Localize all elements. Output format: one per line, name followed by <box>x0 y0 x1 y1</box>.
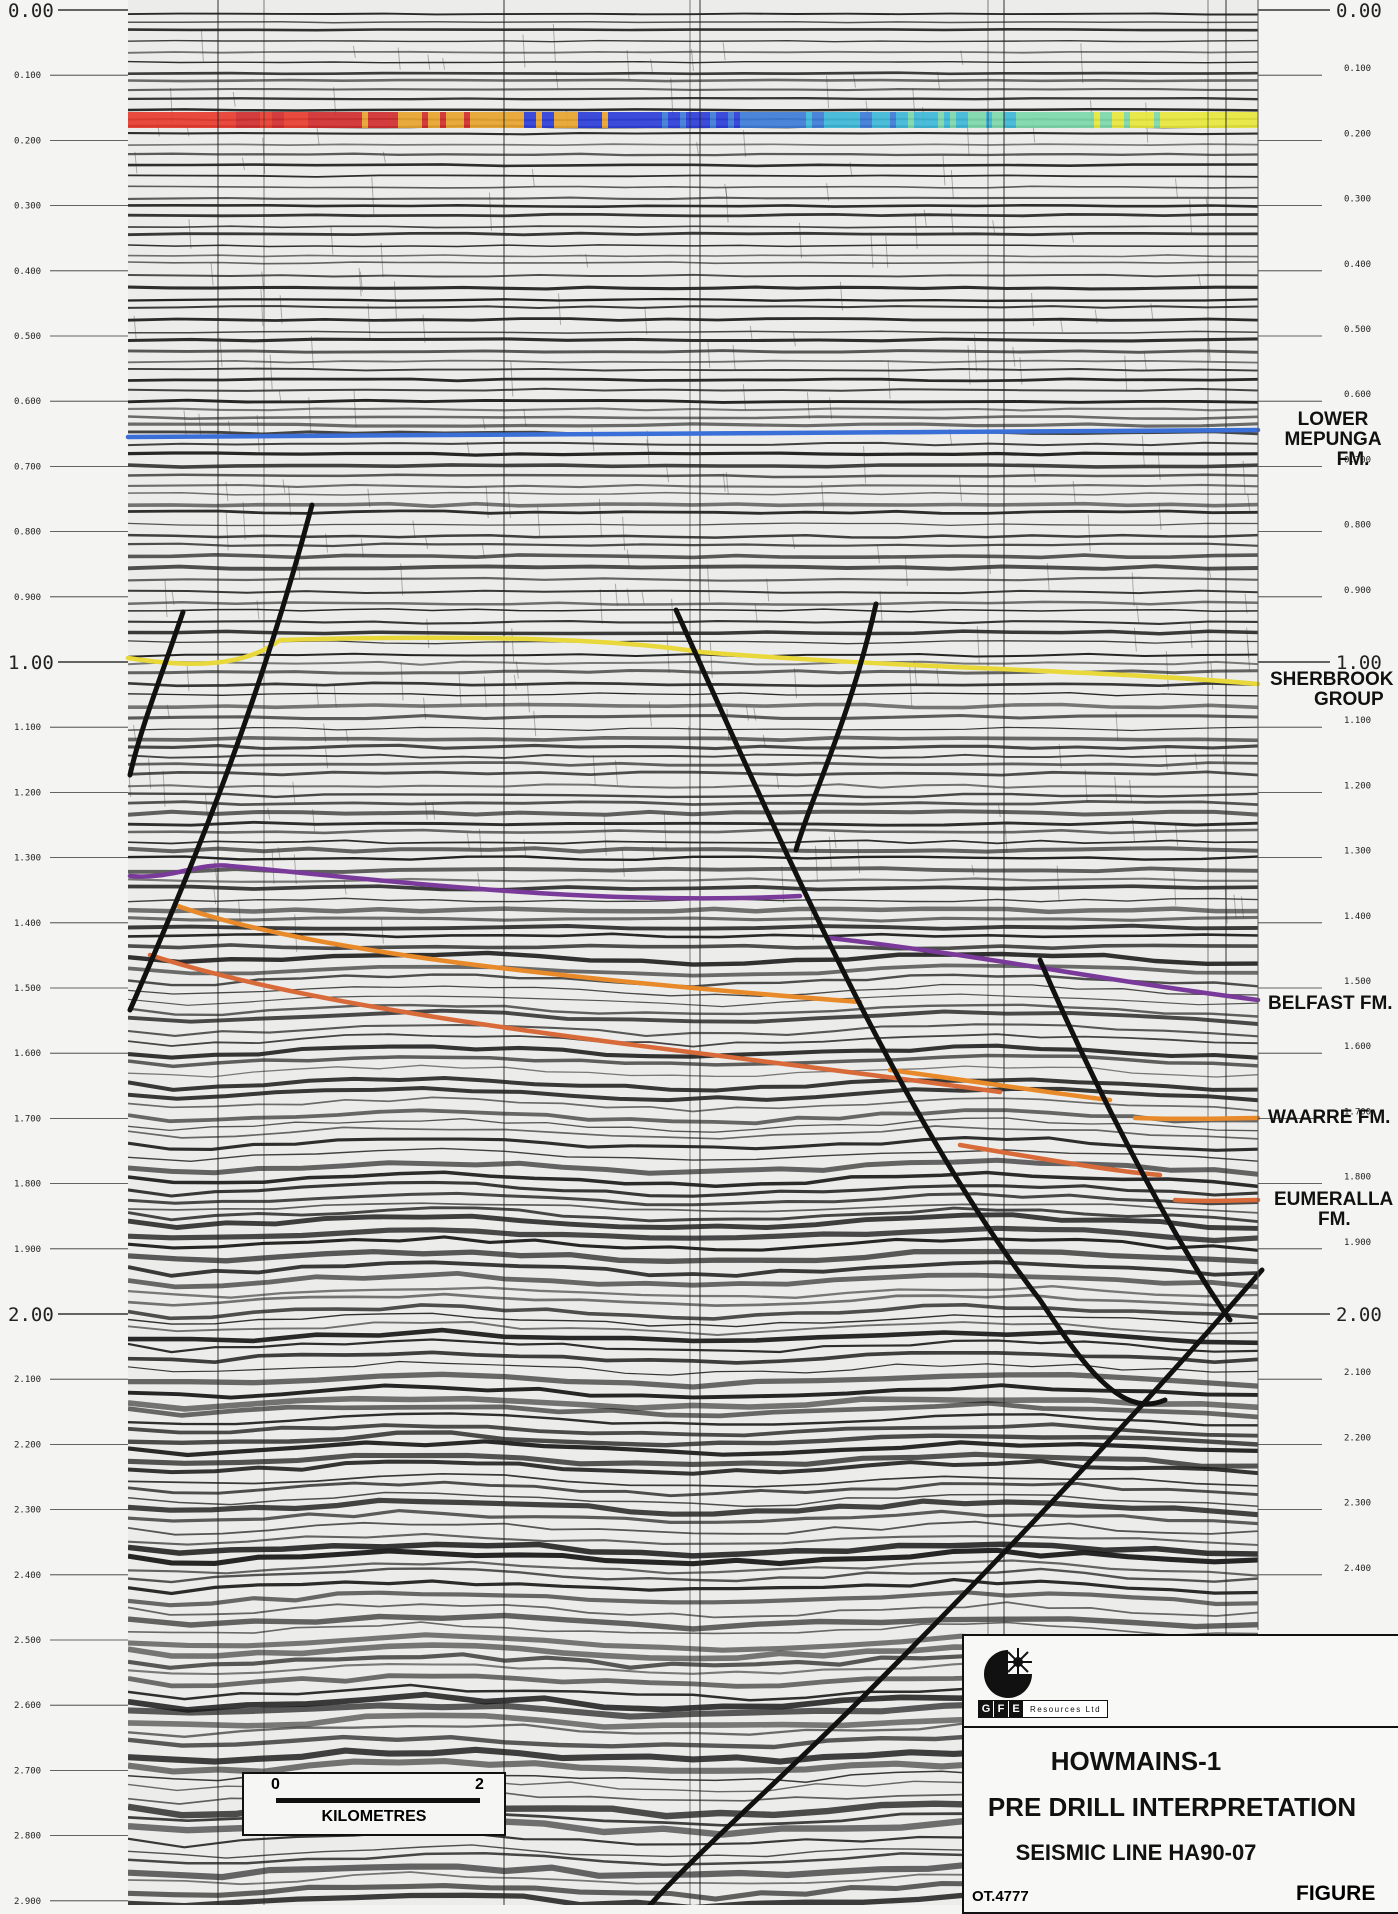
scale-start-label: 0 <box>271 1776 280 1793</box>
reference-code: OT.4777 <box>972 1888 1029 1905</box>
right-tick-label: 2.00 <box>1336 1304 1382 1326</box>
left-tick-label: 0.00 <box>8 0 54 22</box>
figure-label: FIGURE <box>1296 1882 1376 1905</box>
horizon-line-waarre <box>172 902 1261 1122</box>
right-tick-label: 1.900 <box>1344 1238 1371 1248</box>
interpretation-heading: PRE DRILL INTERPRETATION <box>987 1792 1357 1822</box>
left-tick-label: 2.400 <box>14 1571 41 1581</box>
gridlines <box>217 0 1227 1905</box>
left-tick-label: 1.400 <box>14 919 41 929</box>
right-time-axis: 0.100 0.200 0.300 0.400 0.500 0.600 0.700 0.800… <box>1257 0 1382 1630</box>
left-tick-label: 0.400 <box>14 267 41 277</box>
fault-line-1 <box>127 609 186 778</box>
left-tick-label: 2.600 <box>14 1701 41 1711</box>
right-tick-label: 1.200 <box>1344 781 1371 791</box>
fault-line-4 <box>793 601 879 853</box>
scale-units-label: KILOMETRES <box>321 1808 427 1825</box>
horizon-label-belfast: BELFAST FM. <box>1268 993 1393 1014</box>
left-tick-label: 2.00 <box>8 1304 54 1326</box>
horizon-label-waarre: WAARRE FM. <box>1268 1107 1391 1128</box>
right-tick-label: 0.00 <box>1336 0 1382 22</box>
logo-letter-f: F <box>994 1701 1008 1717</box>
left-tick-label: 2.900 <box>14 1897 41 1905</box>
left-tick-label: 2.700 <box>14 1766 41 1776</box>
left-tick-label: 0.600 <box>14 397 41 407</box>
right-tick-label: 0.400 <box>1344 260 1371 270</box>
horizon-label-sherbrook: SHERBROOK GROUP <box>1270 669 1394 710</box>
right-tick-label: 0.200 <box>1344 129 1371 139</box>
fault-line-5 <box>1037 957 1233 1323</box>
right-tick-label: 1.300 <box>1344 847 1371 857</box>
right-tick-label: 1.800 <box>1344 1173 1371 1183</box>
left-tick-label: 2.500 <box>14 1636 41 1646</box>
right-tick-label: 0.100 <box>1344 64 1371 74</box>
right-tick-label: 0.300 <box>1344 195 1371 205</box>
left-tick-label: 0.700 <box>14 462 41 472</box>
left-tick-label: 1.00 <box>8 652 54 674</box>
left-tick-label: 0.900 <box>14 593 41 603</box>
title-divider <box>964 1726 1398 1728</box>
horizon-lines <box>125 427 1261 1204</box>
left-tick-label: 0.200 <box>14 136 41 146</box>
right-tick-label: 1.100 <box>1344 716 1371 726</box>
left-tick-label: 2.200 <box>14 1440 41 1450</box>
left-tick-label: 1.200 <box>14 788 41 798</box>
company-logo: G F E Resources Ltd <box>972 1642 1152 1720</box>
colour-bar <box>128 112 1258 128</box>
right-tick-label: 0.700 <box>1344 455 1371 465</box>
fault-line-6 <box>647 1267 1265 1905</box>
seismic-line-name: SEISMIC LINE HA90-07 <box>1015 1840 1257 1865</box>
right-tick-label: 2.100 <box>1344 1368 1371 1378</box>
left-tick-label: 1.600 <box>14 1049 41 1059</box>
horizon-label-eumeralla: EUMERALLA FM. <box>1274 1189 1394 1230</box>
left-tick-label: 2.300 <box>14 1506 41 1516</box>
gfe-star-logo-icon <box>984 1648 1032 1698</box>
left-tick-label: 1.300 <box>14 854 41 864</box>
scale-rule <box>276 1798 480 1803</box>
right-tick-label: 2.400 <box>1344 1564 1371 1574</box>
right-tick-label: 2.300 <box>1344 1499 1371 1509</box>
right-tick-label: 0.800 <box>1344 521 1371 531</box>
right-tick-label: 1.600 <box>1344 1042 1371 1052</box>
logo-strip: G F E Resources Ltd <box>978 1700 1109 1718</box>
left-tick-label: 1.900 <box>14 1245 41 1255</box>
left-tick-label: 1.500 <box>14 984 41 994</box>
title-block: G F E Resources Ltd HOWMAINS-1 PRE DRILL… <box>962 1634 1398 1914</box>
fault-line-3 <box>673 607 1168 1407</box>
left-tick-label: 2.800 <box>14 1832 41 1842</box>
left-tick-label: 0.300 <box>14 202 41 212</box>
horizon-line-lower-mepunga <box>125 427 1261 440</box>
right-tick-label: 0.600 <box>1344 390 1371 400</box>
left-tick-label: 1.800 <box>14 1180 41 1190</box>
scale-bar: 0 2 KILOMETRES <box>242 1772 506 1836</box>
left-tick-label: 0.100 <box>14 71 41 81</box>
horizon-line-belfast <box>127 863 1261 1003</box>
logo-company-name: Resources Ltd <box>1030 1704 1102 1714</box>
horizon-line-sherbrook <box>125 635 1261 687</box>
left-tick-label: 0.500 <box>14 332 41 342</box>
fault-lines <box>127 502 1265 1905</box>
right-tick-label: 0.500 <box>1344 325 1371 335</box>
left-tick-label: 1.700 <box>14 1114 41 1124</box>
well-name: HOWMAINS-1 <box>1050 1746 1222 1776</box>
right-tick-label: 1.500 <box>1344 977 1371 987</box>
right-tick-label: 1.00 <box>1336 652 1382 674</box>
right-tick-label: 1.400 <box>1344 912 1371 922</box>
fault-line-2 <box>127 502 315 1013</box>
logo-letter-g: G <box>979 1701 993 1717</box>
horizon-label-lower-mepunga: LOWER MEPUNGA FM. <box>1284 409 1382 470</box>
scale-end-label: 2 <box>475 1776 484 1793</box>
logo-letter-e: E <box>1009 1701 1023 1717</box>
left-tick-label: 2.100 <box>14 1375 41 1385</box>
left-tick-label: 1.100 <box>14 723 41 733</box>
right-tick-label: 1.700 <box>1344 1107 1371 1117</box>
left-tick-label: 0.800 <box>14 528 41 538</box>
right-tick-label: 0.900 <box>1344 586 1371 596</box>
left-time-axis: 0.100 0.200 0.300 0.400 0.500 0.600 0.700 0.800… <box>8 0 128 1905</box>
right-tick-label: 2.200 <box>1344 1433 1371 1443</box>
